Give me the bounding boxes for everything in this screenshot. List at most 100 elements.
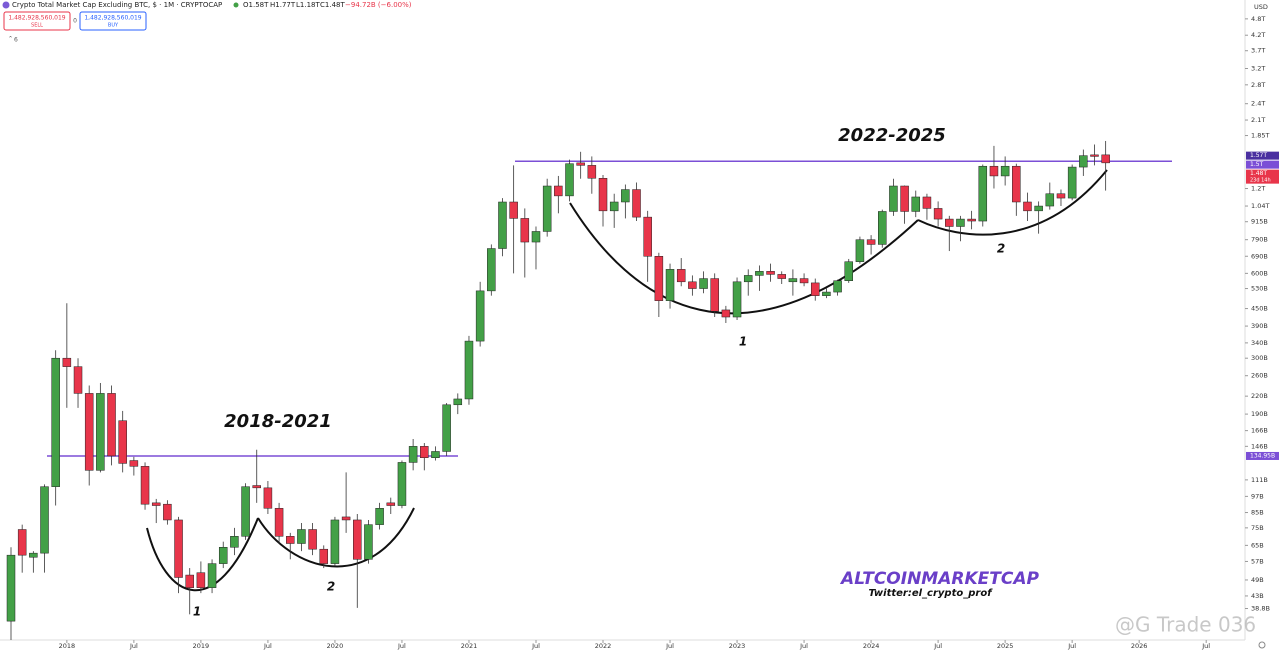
y-tick-label: 57B [1251,557,1264,565]
candle-body [29,552,38,558]
candle-body [855,239,865,262]
candle-body [565,163,574,197]
candle-body [163,503,172,521]
price-tag-label: 1.48T [1250,170,1267,177]
candle-body [643,216,652,257]
candle-body [721,309,731,318]
candle-body [878,211,887,245]
annotation: Twitter:el_crypto_prof [868,588,993,599]
candle-body [710,278,719,312]
y-tick-label: 260B [1251,372,1268,380]
candle-body [319,548,329,564]
y-tick-label: 450B [1251,305,1268,313]
annotation: 2 [327,580,335,594]
candle-body [933,208,943,220]
y-tick-label: 75B [1251,524,1264,532]
candle-body [73,366,83,394]
y-tick-label: 600B [1251,269,1268,277]
x-tick-label: 2022 [595,642,612,650]
candle-body [330,519,340,564]
candle-body [62,357,72,367]
y-tick-label: 1.04T [1251,202,1269,210]
candle-body [889,185,898,212]
candle-body [755,271,764,276]
candle-body [665,269,675,301]
buy-button[interactable] [79,11,147,31]
candle-body [185,574,194,588]
y-tick-label: 690B [1251,252,1268,260]
x-tick-label: Jul [531,642,540,650]
candle-body [498,201,507,249]
y-tick-label: 38.8B [1251,605,1270,613]
candle-body [799,278,809,284]
sell-label: SELL [31,23,43,29]
y-tick-label: 49B [1251,576,1264,584]
y-tick-label: 97B [1251,492,1264,500]
price-tag [1246,160,1279,169]
candle-body [140,466,150,505]
handle-arc [917,169,1108,236]
candle-body [520,218,530,243]
candle-body [978,165,988,222]
candle-body [509,201,518,219]
candle-body [632,189,641,218]
y-tick-label: 530B [1251,285,1268,293]
candle-body [353,519,362,560]
candle-body [408,446,418,463]
candle-body [1101,154,1110,164]
candle-body [989,165,999,177]
status-dot [233,2,239,8]
annotation: 2018-2021 [224,411,332,432]
candle-body [1090,154,1099,157]
candle-body [40,486,49,554]
candle-body [967,218,976,222]
y-tick-label: 2.1T [1251,116,1265,124]
x-tick-label: 2019 [193,642,210,650]
y-tick-label: 85B [1251,509,1264,517]
candle-body [554,185,563,197]
price-tag-countdown: 23d 14h [1250,178,1271,184]
x-tick-label: Jul [129,642,138,650]
candle-body [107,393,116,457]
candle-body [766,271,775,275]
annotation: ALTCOINMARKETCAP [839,569,1039,589]
x-tick-label: 2026 [1131,642,1148,650]
candle-body [475,290,485,342]
candle-body [699,278,708,289]
candle-body [956,218,965,227]
candle-body [364,524,373,560]
indicator-toggle[interactable]: ⌃ [8,36,13,43]
candle-body [230,536,239,548]
candle-body [1079,155,1088,168]
x-tick-label: Jul [1067,642,1076,650]
candle-body [1034,205,1043,212]
y-tick-label: 2.8T [1251,81,1265,89]
candle-body [297,529,306,544]
candle-body [51,357,60,487]
y-tick-label: 2.4T [1251,100,1265,108]
annotation: 2 [997,242,1005,256]
candle-body [1023,201,1032,212]
y-tick-label: 43B [1251,592,1264,600]
candle-body [252,485,261,489]
y-tick-label: 190B [1251,410,1268,418]
candle-body [286,536,295,544]
symbol-title: Crypto Total Market Cap Excluding BTC, $… [12,1,222,9]
candle-body [598,178,608,212]
candle-body [397,462,407,506]
candle-body [810,282,820,296]
candle-body [542,185,552,232]
symbol-icon [2,1,10,9]
candle-body [833,280,842,293]
y-tick-label: 390B [1251,322,1268,330]
candle-body [922,196,932,209]
currency: USD [1254,3,1268,11]
sell-button[interactable] [3,11,71,31]
candle-body [431,451,440,458]
settings-icon[interactable] [1258,641,1266,649]
candle-body [621,189,630,203]
price-tag-label: 134.95B [1250,452,1275,459]
plot: 4.8T 4.2T 3.7T 3.2T 2.8T 2.4T 2.1T 1.85T 1.2T 1.0… [6,15,1279,650]
y-tick-label: 220B [1251,392,1268,400]
y-tick-label: 1.2T [1251,185,1265,193]
